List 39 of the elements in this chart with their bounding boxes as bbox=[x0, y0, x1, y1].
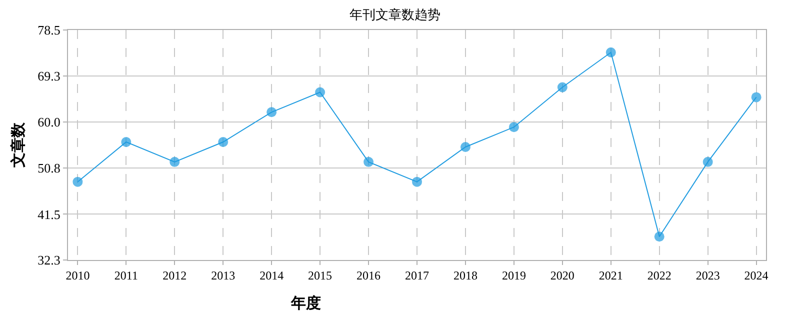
x-tick-label: 2016 bbox=[356, 268, 381, 282]
point bbox=[72, 176, 83, 187]
x-tick-label: 2022 bbox=[647, 268, 672, 282]
y-tick-label: 50.8 bbox=[38, 160, 60, 176]
x-tick-label: 2019 bbox=[502, 268, 526, 282]
x-tick-label: 2020 bbox=[550, 268, 574, 282]
y-tick-label: 69.3 bbox=[38, 68, 60, 84]
point bbox=[557, 82, 568, 92]
point bbox=[460, 142, 470, 152]
x-tick-label: 2024 bbox=[744, 268, 768, 282]
x-tick-label: 2014 bbox=[260, 268, 284, 282]
x-tick-label: 2012 bbox=[162, 268, 187, 282]
x-tick-label: 2011 bbox=[114, 268, 138, 282]
x-tick-label: 2021 bbox=[598, 268, 623, 282]
x-axis-title: 年度 bbox=[290, 294, 321, 312]
point bbox=[412, 176, 422, 187]
point bbox=[702, 156, 713, 167]
point bbox=[170, 156, 180, 167]
x-tick-label: 2015 bbox=[308, 268, 332, 282]
y-tick-label: 78.5 bbox=[38, 22, 60, 38]
point bbox=[121, 137, 132, 148]
chart-title: 年刊文章数趋势 bbox=[350, 7, 440, 22]
point bbox=[654, 232, 664, 242]
y-tick-label: 41.5 bbox=[38, 206, 60, 222]
point bbox=[751, 92, 762, 102]
point bbox=[364, 156, 374, 167]
point bbox=[218, 137, 228, 148]
point bbox=[606, 47, 616, 58]
y-axis-title: 文章数 bbox=[8, 122, 27, 168]
x-tick-label: 2010 bbox=[66, 268, 90, 282]
x-tick-label: 2023 bbox=[696, 268, 720, 282]
point bbox=[508, 122, 519, 132]
x-tick-label: 2018 bbox=[453, 268, 478, 282]
x-tick-label: 2017 bbox=[405, 268, 429, 282]
y-tick-label: 32.3 bbox=[38, 252, 60, 268]
point bbox=[266, 107, 277, 118]
point bbox=[315, 87, 326, 98]
y-tick-label: 60.0 bbox=[38, 114, 60, 130]
x-tick-label: 2013 bbox=[211, 268, 236, 282]
